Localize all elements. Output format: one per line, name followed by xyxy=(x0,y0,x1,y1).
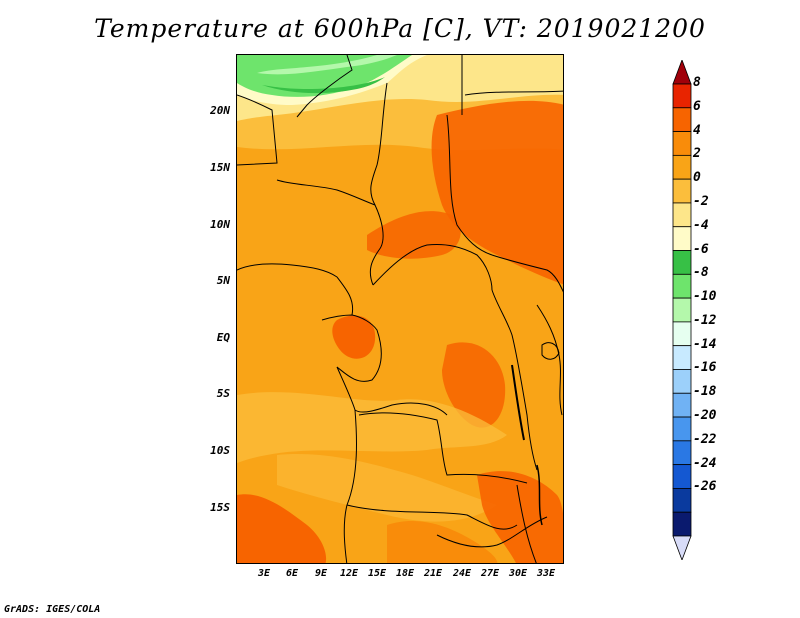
field-warm-sw xyxy=(237,494,326,563)
lake-malawi xyxy=(536,464,543,526)
colorbar-label: -16 xyxy=(693,360,717,376)
colorbar-segment xyxy=(672,464,692,489)
colorbar-label: -22 xyxy=(693,431,717,447)
border-drc-south xyxy=(336,366,448,416)
border-car xyxy=(372,244,493,291)
colorbar-segment xyxy=(672,250,692,275)
colorbar-segment xyxy=(672,154,692,180)
lon-label: 15E xyxy=(367,568,387,579)
map-title: Temperature at 600hPa [C], VT: 201902120… xyxy=(94,14,706,43)
border-nigeria xyxy=(276,179,384,286)
lake-victoria xyxy=(541,342,560,360)
colorbar-segment xyxy=(672,226,692,251)
colorbar-label: -14 xyxy=(693,336,717,352)
border-libya xyxy=(296,55,353,118)
temperature-map xyxy=(236,54,564,564)
colorbar-label: -2 xyxy=(693,193,709,209)
colorbar-label: -18 xyxy=(693,384,717,400)
lon-label: 3E xyxy=(257,568,271,579)
colorbar-label: -4 xyxy=(693,217,709,233)
lat-label: 15S xyxy=(210,501,230,514)
border-sudan-north xyxy=(464,90,563,96)
border-zimbabwe xyxy=(436,516,548,548)
lon-label: 27E xyxy=(480,568,500,579)
colorbar-segment xyxy=(672,131,692,156)
field-warm-se xyxy=(477,471,563,563)
colorbar-label: 6 xyxy=(693,98,701,114)
field-warm-ne xyxy=(431,100,563,285)
border-south-sudan xyxy=(491,254,563,293)
colorbar-bottom-triangle xyxy=(672,535,692,560)
lon-label: 9E xyxy=(314,568,328,579)
colorbar-label: 8 xyxy=(693,75,701,90)
colorbar-label: -12 xyxy=(693,312,717,328)
lon-label: 12E xyxy=(339,568,359,579)
field-darkgreen xyxy=(262,77,385,94)
colorbar-segment xyxy=(672,83,692,109)
grads-credit: GrADS: IGES/COLA xyxy=(4,604,101,615)
lon-label: 18E xyxy=(395,568,415,579)
lat-label: 5N xyxy=(216,274,230,287)
colorbar-label: -26 xyxy=(693,479,717,495)
colorbar-segment xyxy=(672,345,692,370)
field-warm-s xyxy=(387,520,498,563)
colorbar-label: -20 xyxy=(693,408,717,424)
lat-label: EQ xyxy=(216,331,230,344)
border-chad-sudan xyxy=(446,114,493,256)
colorbar-segment xyxy=(672,273,692,299)
lat-label: 20N xyxy=(210,104,230,117)
lon-label: 6E xyxy=(285,568,299,579)
colorbar-label: -10 xyxy=(693,289,717,305)
colorbar xyxy=(672,60,692,560)
colorbar-label: 2 xyxy=(693,146,701,162)
colorbar-label: 4 xyxy=(693,122,701,138)
lat-label: 10S xyxy=(210,444,230,457)
coast-guinea-gulf xyxy=(237,263,354,316)
colorbar-segment xyxy=(672,440,692,466)
border-nw xyxy=(237,94,278,166)
lat-label: 15N xyxy=(210,161,230,174)
colorbar-label: -24 xyxy=(693,455,717,471)
lon-label: 30E xyxy=(508,568,528,579)
field-warm-east xyxy=(442,342,506,428)
field-green-8c xyxy=(257,55,397,75)
colorbar-segment xyxy=(672,297,692,323)
colorbar-segment xyxy=(672,321,692,347)
lon-label: 24E xyxy=(452,568,472,579)
lon-label: 21E xyxy=(423,568,443,579)
field-warm-center xyxy=(367,211,461,259)
lat-label: 5S xyxy=(216,387,230,400)
colorbar-segment xyxy=(672,107,692,132)
colorbar-segment xyxy=(672,392,692,418)
border-lake-region xyxy=(536,304,563,416)
colorbar-top-triangle xyxy=(672,60,692,85)
border-congo-gabon xyxy=(321,314,382,382)
border-angola-namibia xyxy=(346,504,518,530)
map-svg xyxy=(237,55,563,563)
border-angola-zambia xyxy=(358,412,528,484)
colorbar-segment xyxy=(672,488,692,513)
border-mozambique xyxy=(516,484,537,563)
lon-label: 33E xyxy=(536,568,556,579)
field-warm-congo xyxy=(332,315,376,359)
colorbar-segment xyxy=(672,202,692,228)
lat-label: 10N xyxy=(210,218,230,231)
lake-tanganyika xyxy=(511,364,525,441)
field-green-6c xyxy=(237,55,412,97)
border-drc-east xyxy=(491,289,538,471)
map-borders xyxy=(237,55,563,563)
colorbar-segment xyxy=(672,369,692,394)
colorbar-label: 0 xyxy=(693,170,701,186)
field-band-south2 xyxy=(277,454,497,522)
border-niger-chad xyxy=(370,82,388,206)
colorbar-segment xyxy=(672,511,692,537)
colorbar-segment xyxy=(672,178,692,204)
colorbar-label: -8 xyxy=(693,265,709,281)
colorbar-label: -6 xyxy=(693,241,709,257)
colorbar-segment xyxy=(672,416,692,442)
